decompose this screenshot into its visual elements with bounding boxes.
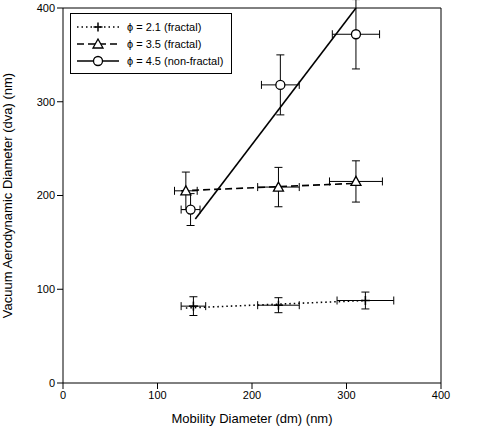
svg-text:200: 200 [37, 189, 55, 201]
svg-text:400: 400 [432, 389, 450, 401]
svg-text:300: 300 [37, 96, 55, 108]
svg-text:0: 0 [49, 377, 55, 389]
svg-text:300: 300 [337, 389, 355, 401]
html-text:ϕ = 2.1 (fractal): ϕ = 2.1 (fractal) [127, 20, 202, 33]
svg-text:200: 200 [243, 389, 261, 401]
svg-text:0: 0 [60, 389, 66, 401]
html-text:ϕ = 4.5 (non-fractal): ϕ = 4.5 (non-fractal) [127, 54, 224, 67]
svg-text:Vacuum Aerodynamic Diameter (d: Vacuum Aerodynamic Diameter (dva) (nm) [8, 73, 15, 318]
svg-text:100: 100 [148, 389, 166, 401]
svg-text:400: 400 [37, 2, 55, 14]
html-text:ϕ = 3.5 (fractal): ϕ = 3.5 (fractal) [127, 37, 202, 50]
svg-text:Mobility Diameter (dm) (nm): Mobility Diameter (dm) (nm) [171, 411, 332, 426]
svg-text:100: 100 [37, 283, 55, 295]
